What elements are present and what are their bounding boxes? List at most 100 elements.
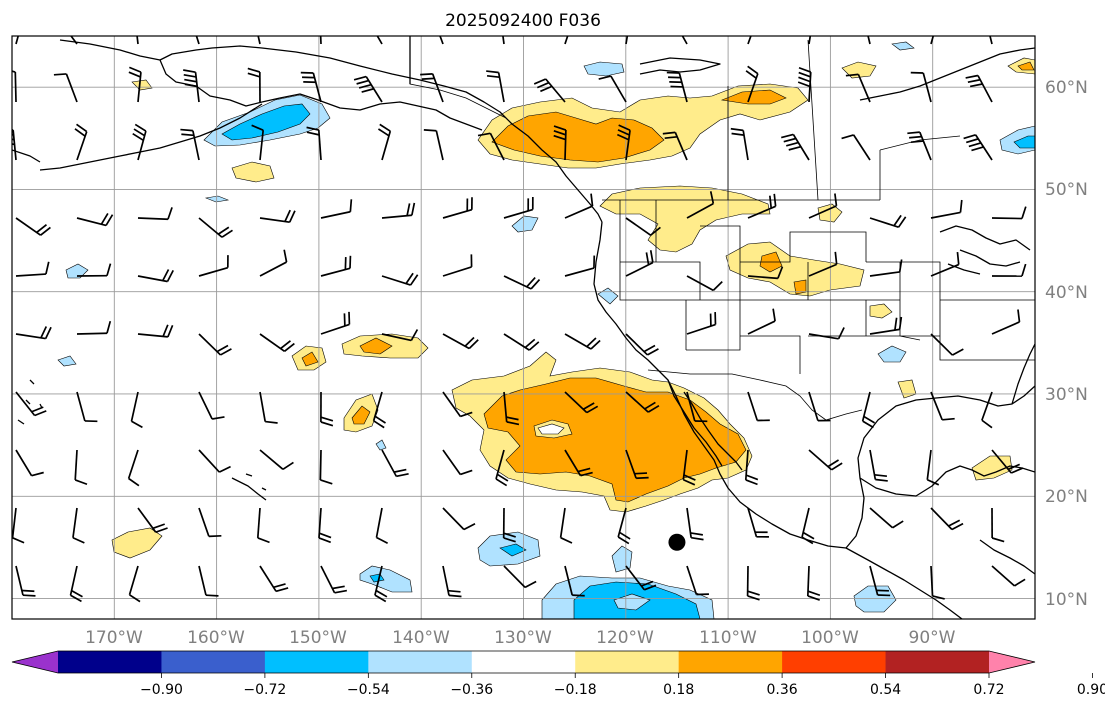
wind-barb [747,193,777,219]
contour-positive-small-6 [869,303,893,319]
contour-positive-small-4 [231,161,275,183]
wind-barb [869,316,903,335]
contour-positive-pac-3-core [351,405,371,425]
wind-barb [442,333,479,350]
wind-barb [320,311,351,335]
wind-barb [781,133,810,161]
contour-positive-bc-core [491,111,665,163]
wind-barb [420,72,444,103]
contour-positive-subtropic-core [483,377,747,503]
wind-barb [76,320,112,335]
colorbar-label: 0.18 [663,682,694,698]
contour-positive-pac-4 [111,527,163,559]
colorbar: −0.90 −0.72 −0.54 −0.36 −0.18 0.18 0.36 0.54 0.7… [11,650,1105,698]
wind-barb [681,36,688,45]
colorbar-extend-high [989,651,1035,673]
wind-barb [15,36,20,45]
wind-barb [625,217,661,236]
wind-barb [747,36,752,45]
wind-barb [259,333,295,353]
wind-barb [503,391,520,426]
contour-negative-misc-2-core [1013,135,1035,149]
wind-barb [259,449,294,471]
wind-barb [926,449,940,486]
wind-barb [439,36,444,45]
colorbar-segment [885,651,990,673]
contour-negative-misc-10 [375,439,387,451]
wind-barb [320,565,348,594]
wind-barb [747,507,769,538]
wind-barb [372,391,386,429]
wind-barb [132,123,147,161]
lon-label-120w: 120°W [596,628,654,648]
contour-negative-misc-6 [65,263,89,279]
wind-barb [744,449,759,486]
contour-negative-misc-7 [57,355,77,367]
colorbar-segment [161,651,266,673]
wind-barb [442,391,473,418]
colorbar-segment [471,651,576,673]
border-us-mexico [647,369,863,421]
wind-barb [195,36,200,45]
wind-barb [442,565,462,598]
colorbar-label: −0.72 [243,682,286,698]
wind-barb [991,206,1027,220]
wind-barb [259,565,289,593]
border-states-west [619,200,1035,374]
contour-fills [57,41,1035,619]
wind-barb [259,249,288,277]
wind-barb [251,124,265,161]
wind-barb [318,507,332,544]
contour-positive-nrockies [599,185,771,253]
wind-barb [72,507,85,544]
wind-barb [747,266,784,280]
wind-barb [198,507,222,538]
wind-barb [74,123,88,161]
wind-barb [930,565,945,600]
wind-barb [981,391,993,429]
location-marker [668,533,686,551]
wind-barb [808,193,838,219]
wind-barb [442,449,473,476]
lon-labels: 170°W 160°W 150°W 140°W 130°W 120°W 110°… [85,628,956,648]
colorbar-segment [575,651,680,673]
wind-barb [70,36,78,45]
wind-barb [198,565,219,597]
wind-barbs [12,36,1027,603]
contour-negative-misc-1 [583,61,625,77]
wind-barb [869,259,903,277]
wind-barb [625,449,649,480]
coastline-alaska [159,45,603,223]
wind-barb [616,124,631,161]
wind-barb [381,272,419,286]
wind-barb [12,70,17,103]
colorbar-outline [11,650,1036,674]
wind-barb [180,128,200,161]
wind-barb [745,65,759,103]
wind-barb [74,449,88,486]
wind-barb [128,565,141,603]
wind-barb [381,202,416,219]
wind-barb [869,507,904,529]
wind-barb [797,66,812,103]
wind-barb [183,69,200,103]
wind-barb [300,71,322,103]
wind-barb [930,391,955,421]
wind-barb [503,196,534,219]
wind-barb [553,125,567,161]
contour-positive-small-3-core [1017,61,1035,71]
wind-barb [564,449,593,477]
contour-negative-south-4-core [369,573,385,583]
wind-barb [137,207,173,221]
wind-barb [136,36,139,45]
wind-barb [69,565,83,603]
wind-barb [746,565,760,601]
wind-barb [76,213,114,227]
wind-barb [666,71,688,103]
wind-barb [564,333,601,350]
wind-barb [564,255,596,277]
lon-label-160w: 160°W [187,628,245,648]
colorbar-label: −0.18 [554,682,597,698]
wind-barb [137,507,168,533]
wind-barb [319,36,322,45]
